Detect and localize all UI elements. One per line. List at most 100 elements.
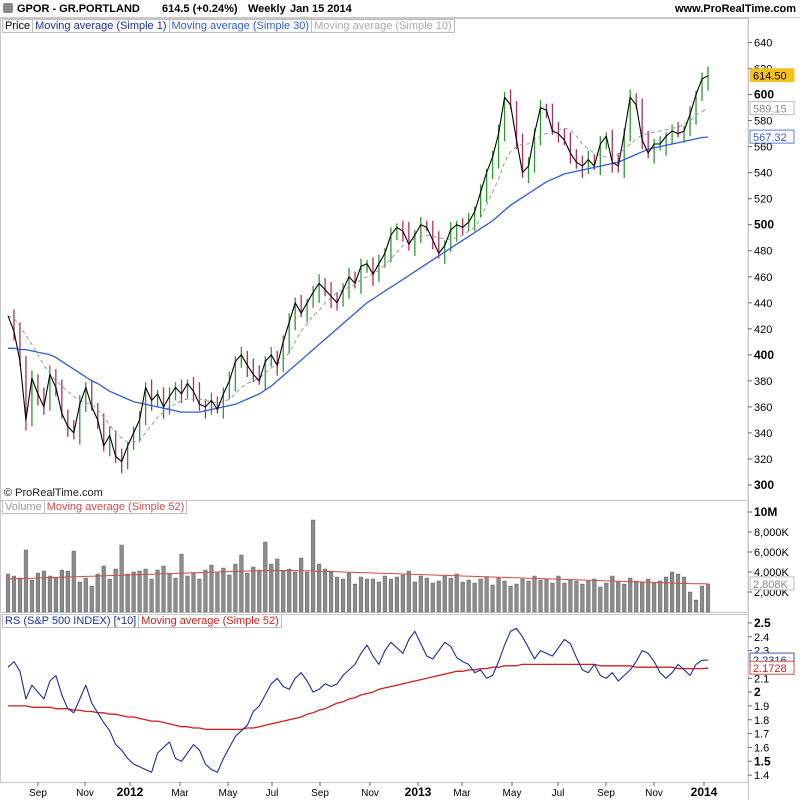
price-ytick-label: 460 [754,272,772,284]
rs-legend: RS (S&P 500 INDEX) [*10] Moving average … [2,614,282,628]
last-quote: 614.5 (+0.24%) [162,3,238,15]
legend-rs-ma[interactable]: Moving average (Simple 52) [138,614,282,628]
legend-ma10[interactable]: Moving average (Simple 10) [311,19,455,33]
volume-bar [664,576,669,613]
volume-bar [382,575,387,613]
x-tick-label: May [219,788,238,799]
rs-ytick-label: 1.7 [754,729,769,741]
volume-bar [329,570,334,613]
volume-bar [89,585,94,613]
volume-bar [287,568,292,613]
volume-bar [687,591,693,613]
volume-bar [376,581,381,613]
volume-bar [652,582,657,613]
volume-bar [263,541,268,613]
volume-bar [699,585,705,613]
volume-bar [496,577,501,613]
volume-bar [592,578,597,613]
volume-bar [227,574,232,613]
rs-ma-tag: 2.1728 [753,663,787,675]
x-tick-label: 2012 [117,785,144,799]
price-ytick-label: 500 [754,218,774,232]
legend-ma1[interactable]: Moving average (Simple 1) [32,19,170,33]
volume-bar [53,577,58,613]
volume-bar [658,580,663,613]
volume-bar [604,582,609,613]
volume-bar [275,558,280,613]
volume-bar [538,579,543,613]
volume-bar [95,573,100,613]
volume-bar [257,569,262,613]
price-ytick-label: 480 [754,246,772,258]
volume-ytick-label: 10M [754,505,777,519]
prorealtime-logo-icon [3,3,13,13]
rs-line [7,627,709,773]
volume-bar [388,578,393,613]
volume-bar [460,581,465,613]
volume-bar [418,575,423,613]
legend-volume-ma[interactable]: Moving average (Simple 52) [43,500,188,514]
volume-bar [705,583,711,613]
site-link[interactable]: www.ProRealTime.com [674,3,796,15]
volume-bar [544,578,549,613]
volume-bar [472,582,477,613]
volume-bar [191,572,196,613]
volume-bar [430,582,435,613]
volume-bar [203,569,208,613]
volume-bar [484,576,489,613]
rs-ytick-label: 1.9 [754,701,769,713]
volume-bar [514,583,519,613]
ma10-tag-box [749,101,795,116]
date-label: Jan 15 2014 [290,3,352,15]
volume-bar [5,573,11,613]
rs-ytick-label: 2 [754,685,761,699]
volume-bar [197,578,202,613]
price-ytick-label: 620 [754,64,772,76]
legend-ma30[interactable]: Moving average (Simple 30) [168,19,313,33]
volume-bar [574,580,579,613]
x-tick-label: 2014 [691,785,718,799]
x-tick-label: 2013 [405,785,432,799]
legend-volume[interactable]: Volume [2,500,45,514]
volume-bar [131,571,136,613]
price-ytick-label: 440 [754,298,772,310]
price-ytick-label: 320 [754,454,772,466]
volume-bar [346,572,352,613]
axes: 300 320 340 360 380 400 420 440 460 480 500 520 540 5… [29,38,795,799]
volume-bar [143,568,148,613]
legend-price[interactable]: Price [2,19,34,33]
volume-bar [628,577,633,613]
chart-header: GPOR - GR.PORTLAND 614.5 (+0.24%) Weekly… [0,0,800,18]
volume-bar [173,577,178,613]
rs-tag: 2.2316 [753,655,787,667]
price-ytick-label: 580 [754,116,772,128]
volume-bar [299,557,304,613]
volume-bar [137,570,142,613]
volume-bar [209,564,214,613]
volume-bar [532,575,537,613]
volume-bar [676,573,681,613]
rs-ytick-label: 1.4 [754,770,769,782]
volume-bar [293,571,298,613]
x-tick-label: Jul [266,788,279,799]
ma30-line [8,136,709,413]
panel-frame-2 [0,614,749,783]
volume-bar [35,572,40,613]
volume-ytick-label: 4,000K [754,567,790,579]
volume-bar [101,565,106,613]
price-ytick-label: 640 [754,38,772,50]
volume-bar [107,578,112,613]
price-tag-box [749,68,795,83]
price-ytick-label: 360 [754,402,772,414]
ma10-tag: 589.15 [753,104,787,116]
legend-rs[interactable]: RS (S&P 500 INDEX) [*10] [2,614,140,628]
volume-bar [65,570,70,613]
volume-bar [83,577,88,613]
panel-frame-0 [0,18,749,501]
volume-bar [335,576,340,613]
volume-bar [215,572,220,613]
volume-bar [520,578,525,613]
volume-bar [125,573,130,613]
x-tick-label: Nov [76,788,94,799]
